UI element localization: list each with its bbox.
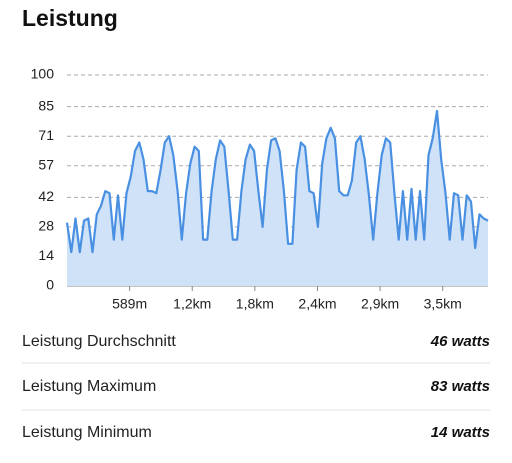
- x-tick-label: 1,8km: [236, 296, 274, 312]
- x-tick-label: 1,2km: [173, 296, 211, 312]
- stat-label: Leistung Maximum: [22, 378, 156, 395]
- stat-value: 83 watts: [431, 378, 490, 395]
- x-tick-label: 589m: [112, 296, 147, 312]
- title: Leistung: [22, 5, 118, 31]
- x-tick-label: 2,4km: [298, 296, 336, 312]
- area: [67, 110, 488, 287]
- y-tick-label: 85: [38, 97, 54, 113]
- stat-value: 14 watts: [431, 424, 490, 441]
- y-tick-label: 71: [38, 127, 54, 143]
- y-tick-label: 57: [38, 156, 54, 172]
- x-tick-label: 2,9km: [361, 296, 399, 312]
- stat-label: Leistung Durchschnitt: [22, 333, 176, 350]
- y-tick-label: 14: [38, 247, 54, 263]
- y-tick-label: 28: [38, 218, 54, 234]
- stat-label: Leistung Minimum: [22, 424, 152, 441]
- y-tick-label: 0: [46, 277, 54, 293]
- y-tick-label: 100: [31, 66, 55, 82]
- stat-value: 46 watts: [430, 333, 490, 350]
- line: [65, 109, 489, 254]
- x-tick-label: 3,5km: [424, 296, 462, 312]
- y-tick-label: 42: [38, 188, 54, 204]
